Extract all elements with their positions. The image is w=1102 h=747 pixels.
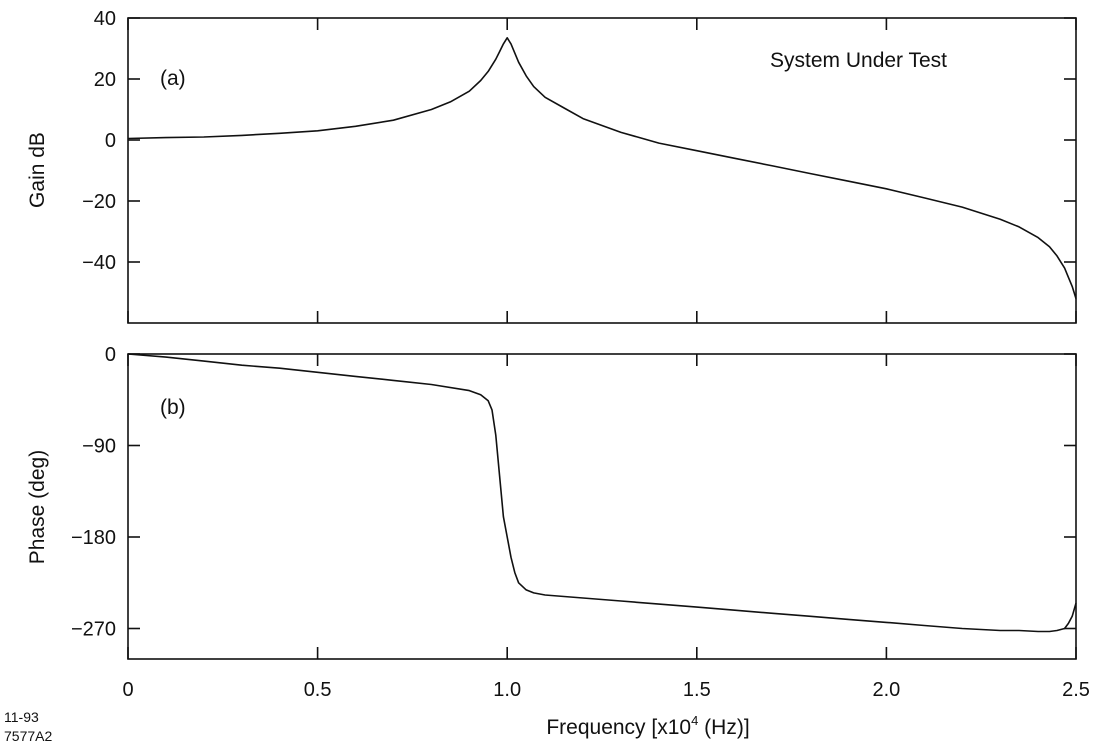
phase-y-tick-labels: 0 −90 −180 −270 xyxy=(71,344,116,641)
xtick-label: 0 xyxy=(122,679,133,701)
phase-ytick-label: −90 xyxy=(82,436,116,458)
x-axis-title-suffix: (Hz)] xyxy=(698,716,749,739)
gain-ytick-label: −20 xyxy=(82,191,116,213)
x-axis-title-prefix: Frequency [x10 xyxy=(546,716,691,739)
panel-label-b: (b) xyxy=(160,396,186,419)
gain-ytick-label: 0 xyxy=(105,130,116,152)
phase-ytick-label: −270 xyxy=(71,619,116,641)
x-axis-title: Frequency [x104 (Hz)] xyxy=(546,713,749,739)
phase-panel-frame xyxy=(127,353,1077,660)
xtick-label: 0.5 xyxy=(304,679,332,701)
footnote-code: 7577A2 xyxy=(4,728,52,744)
xtick-label: 2.0 xyxy=(872,679,900,701)
phase-ytick-label: 0 xyxy=(105,344,116,366)
phase-series-line xyxy=(127,353,1077,633)
axis-ticks xyxy=(127,17,1077,659)
footnote-date: 11-93 xyxy=(4,709,39,725)
gain-series-line xyxy=(127,37,1077,299)
chart-title: System Under Test xyxy=(770,49,947,72)
phase-ytick-label: −180 xyxy=(71,527,116,549)
xtick-label: 1.0 xyxy=(493,679,521,701)
gain-ytick-label: 20 xyxy=(94,69,116,91)
gain-ytick-label: 40 xyxy=(94,8,116,30)
x-axis-title-exponent: 4 xyxy=(691,713,698,728)
gain-panel-frame xyxy=(127,17,1077,324)
gain-y-tick-labels: 40 20 0 −20 −40 xyxy=(82,8,116,274)
panel-label-a: (a) xyxy=(160,67,186,90)
gain-ytick-label: −40 xyxy=(82,252,116,274)
gain-y-axis-title: Gain dB xyxy=(26,132,49,208)
phase-y-axis-title: Phase (deg) xyxy=(26,450,49,564)
xtick-label: 1.5 xyxy=(683,679,711,701)
x-tick-labels: 0 0.5 1.0 1.5 2.0 2.5 xyxy=(122,679,1089,701)
xtick-label: 2.5 xyxy=(1062,679,1090,701)
